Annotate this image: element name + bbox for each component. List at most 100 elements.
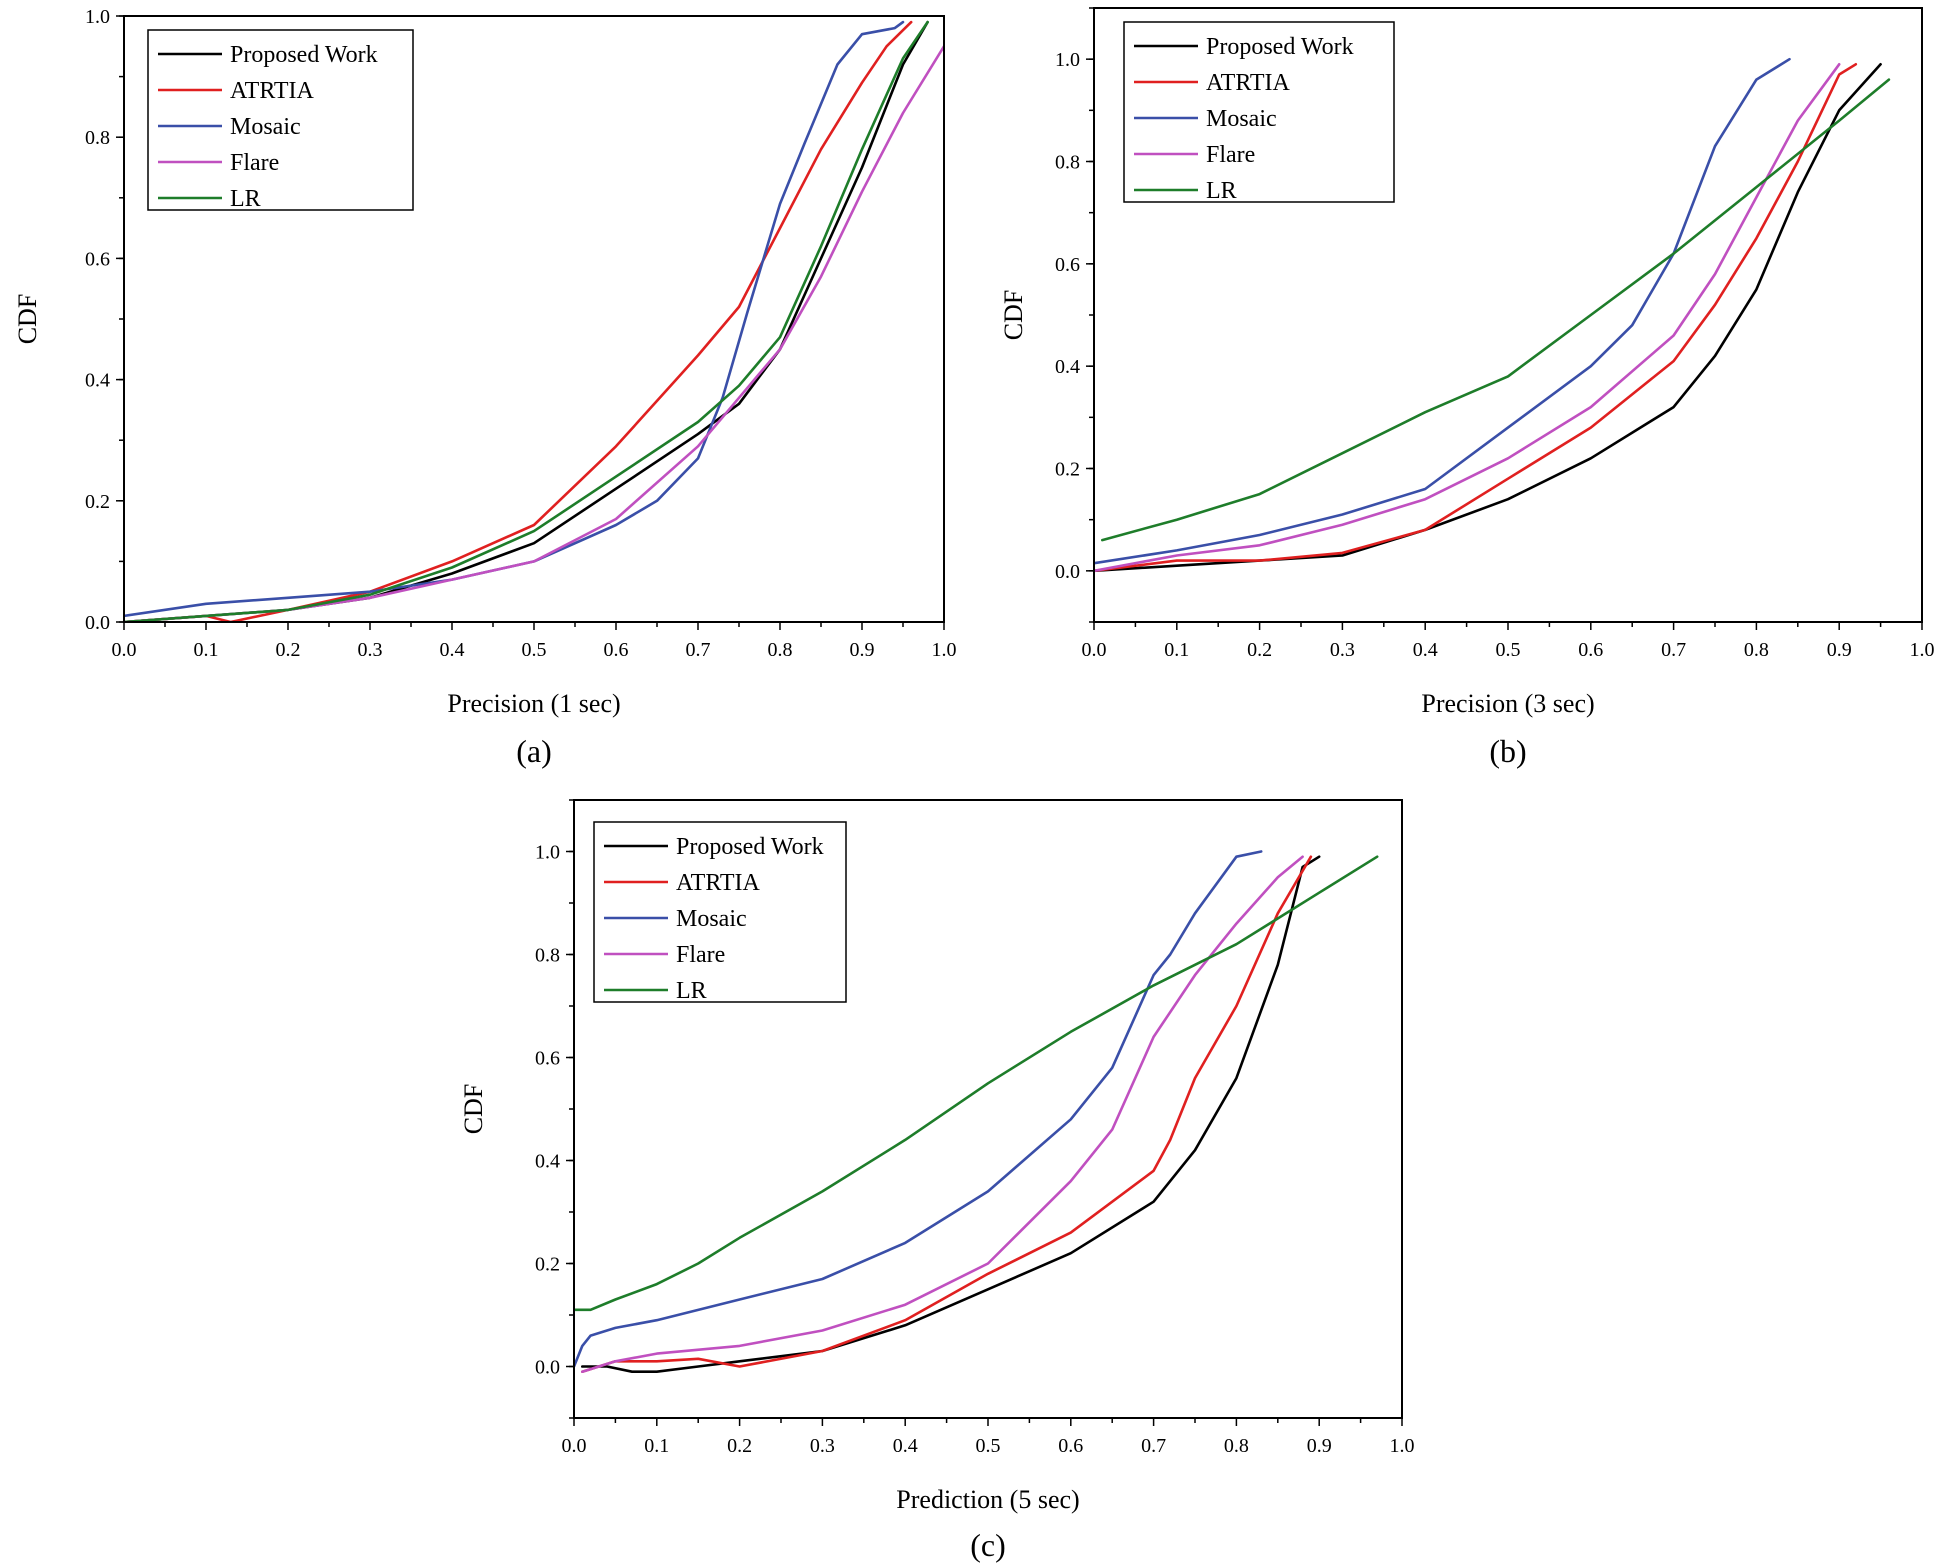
series-line-mosaic [124, 20, 905, 618]
series-line-atrtia [580, 855, 1313, 1373]
y-axis-label: CDF [459, 1084, 488, 1135]
x-tick-label: 0.5 [522, 639, 547, 661]
y-tick-label: 0.2 [1055, 459, 1080, 481]
y-axis-label: CDF [999, 290, 1028, 341]
legend-box [593, 821, 847, 1003]
legend-label-lr: LR [230, 186, 261, 212]
y-tick-label: 1.0 [1055, 49, 1080, 71]
panel-caption: (c) [970, 1527, 1006, 1563]
y-tick-label: 0.0 [535, 1357, 560, 1379]
x-tick-label: 1.0 [1390, 1435, 1415, 1457]
y-tick-label: 0.8 [1055, 152, 1080, 174]
x-tick-label: 0.6 [1578, 639, 1603, 661]
x-tick-label: 0.9 [850, 639, 875, 661]
legend-label-lr: LR [676, 978, 707, 1004]
legend-box [1123, 21, 1395, 203]
x-tick-label: 0.9 [1827, 639, 1852, 661]
x-tick-label: 0.8 [768, 639, 793, 661]
chart-panel-a: 0.0 0.1 0.2 0.3 0.4 0.5 0.6 0.7 0.8 0.9 1.0 0.0 0.2 0… [13, 6, 957, 769]
legend-label-lr: LR [1206, 178, 1237, 204]
x-tick-label: 0.4 [1413, 639, 1438, 661]
y-tick-label: 1.0 [85, 6, 110, 28]
x-tick-label: 0.5 [1496, 639, 1521, 661]
series-line-lr [124, 20, 929, 622]
legend: Proposed Work ATRTIA Mosaic Flare LR [593, 821, 847, 1004]
y-tick-label: 0.4 [535, 1151, 560, 1173]
x-tick-label: 0.7 [1141, 1435, 1166, 1457]
x-tick-label: 0.7 [686, 639, 711, 661]
series-line-mosaic [574, 850, 1263, 1368]
series-line-mosaic [1094, 57, 1791, 565]
x-tick-label: 1.0 [1910, 639, 1935, 661]
y-tick-label: 0.6 [85, 248, 110, 270]
y-tick-label: 1.0 [535, 842, 560, 864]
x-tick-label: 0.3 [358, 639, 383, 661]
series-line-proposed-work [580, 855, 1321, 1373]
y-tick-label: 0.0 [85, 612, 110, 634]
legend-label-flare: Flare [1206, 142, 1255, 168]
x-tick-label: 0.4 [893, 1435, 918, 1457]
series-line-atrtia [124, 20, 913, 622]
x-tick-label: 0.0 [1082, 639, 1107, 661]
y-tick-label: 0.8 [85, 127, 110, 149]
x-tick-label: 0.2 [727, 1435, 752, 1457]
legend-box [147, 29, 414, 211]
chart-panel-c: 0.0 0.1 0.2 0.3 0.4 0.5 0.6 0.7 0.8 0.9 1.0 0.0 0.2 0… [459, 799, 1415, 1563]
x-tick-label: 1.0 [932, 639, 957, 661]
legend-label-flare: Flare [230, 150, 279, 176]
legend-label-atrtia: ATRTIA [676, 870, 761, 896]
y-tick-label: 0.4 [85, 370, 110, 392]
x-tick-label: 0.3 [810, 1435, 835, 1457]
legend-label-mosaic: Mosaic [1206, 106, 1277, 132]
x-tick-label: 0.0 [112, 639, 137, 661]
x-tick-label: 0.7 [1661, 639, 1686, 661]
legend-label-atrtia: ATRTIA [1206, 70, 1291, 96]
x-tick-label: 0.8 [1744, 639, 1769, 661]
legend: Proposed Work ATRTIA Mosaic Flare LR [147, 29, 414, 212]
x-tick-label: 0.0 [562, 1435, 587, 1457]
panel-caption: (a) [516, 733, 552, 769]
y-tick-label: 0.8 [535, 945, 560, 967]
x-tick-label: 0.6 [1058, 1435, 1083, 1457]
legend-label-flare: Flare [676, 942, 725, 968]
y-axis-label: CDF [13, 294, 42, 345]
series-line-flare [580, 855, 1304, 1373]
panel-caption: (b) [1489, 733, 1526, 769]
x-tick-label: 0.6 [604, 639, 629, 661]
legend: Proposed Work ATRTIA Mosaic Flare LR [1123, 21, 1395, 204]
series-line-flare [1094, 63, 1841, 573]
x-tick-label: 0.2 [276, 639, 301, 661]
y-tick-label: 0.0 [1055, 561, 1080, 583]
x-tick-label: 0.2 [1247, 639, 1272, 661]
y-tick-label: 0.6 [1055, 254, 1080, 276]
x-tick-label: 0.3 [1330, 639, 1355, 661]
legend-label-mosaic: Mosaic [676, 906, 747, 932]
legend-label-proposed-work: Proposed Work [230, 42, 378, 68]
x-tick-label: 0.1 [1164, 639, 1189, 661]
y-tick-label: 0.4 [1055, 356, 1080, 378]
x-axis-label: Precision (1 sec) [447, 689, 620, 718]
x-tick-label: 0.1 [194, 639, 219, 661]
series-group [574, 850, 1379, 1373]
series-line-lr [574, 855, 1379, 1312]
x-tick-label: 0.9 [1307, 1435, 1332, 1457]
chart-panel-b: 0.0 0.1 0.2 0.3 0.4 0.5 0.6 0.7 0.8 0.9 1.0 0.0 0.2 0… [999, 7, 1935, 769]
legend-label-atrtia: ATRTIA [230, 78, 315, 104]
y-tick-label: 0.6 [535, 1048, 560, 1070]
series-group [124, 20, 944, 622]
y-tick-label: 0.2 [535, 1254, 560, 1276]
x-tick-label: 0.4 [440, 639, 465, 661]
legend-label-proposed-work: Proposed Work [676, 834, 824, 860]
legend-label-proposed-work: Proposed Work [1206, 34, 1354, 60]
x-tick-label: 0.5 [976, 1435, 1001, 1457]
x-tick-label: 0.1 [644, 1435, 669, 1457]
y-tick-label: 0.2 [85, 491, 110, 513]
series-group [1094, 57, 1891, 573]
x-axis-label: Prediction (5 sec) [896, 1485, 1079, 1514]
series-line-lr [1101, 78, 1891, 542]
x-tick-label: 0.8 [1224, 1435, 1249, 1457]
series-line-atrtia [1094, 63, 1858, 573]
x-axis-label: Precision (3 sec) [1421, 689, 1594, 718]
legend-label-mosaic: Mosaic [230, 114, 301, 140]
